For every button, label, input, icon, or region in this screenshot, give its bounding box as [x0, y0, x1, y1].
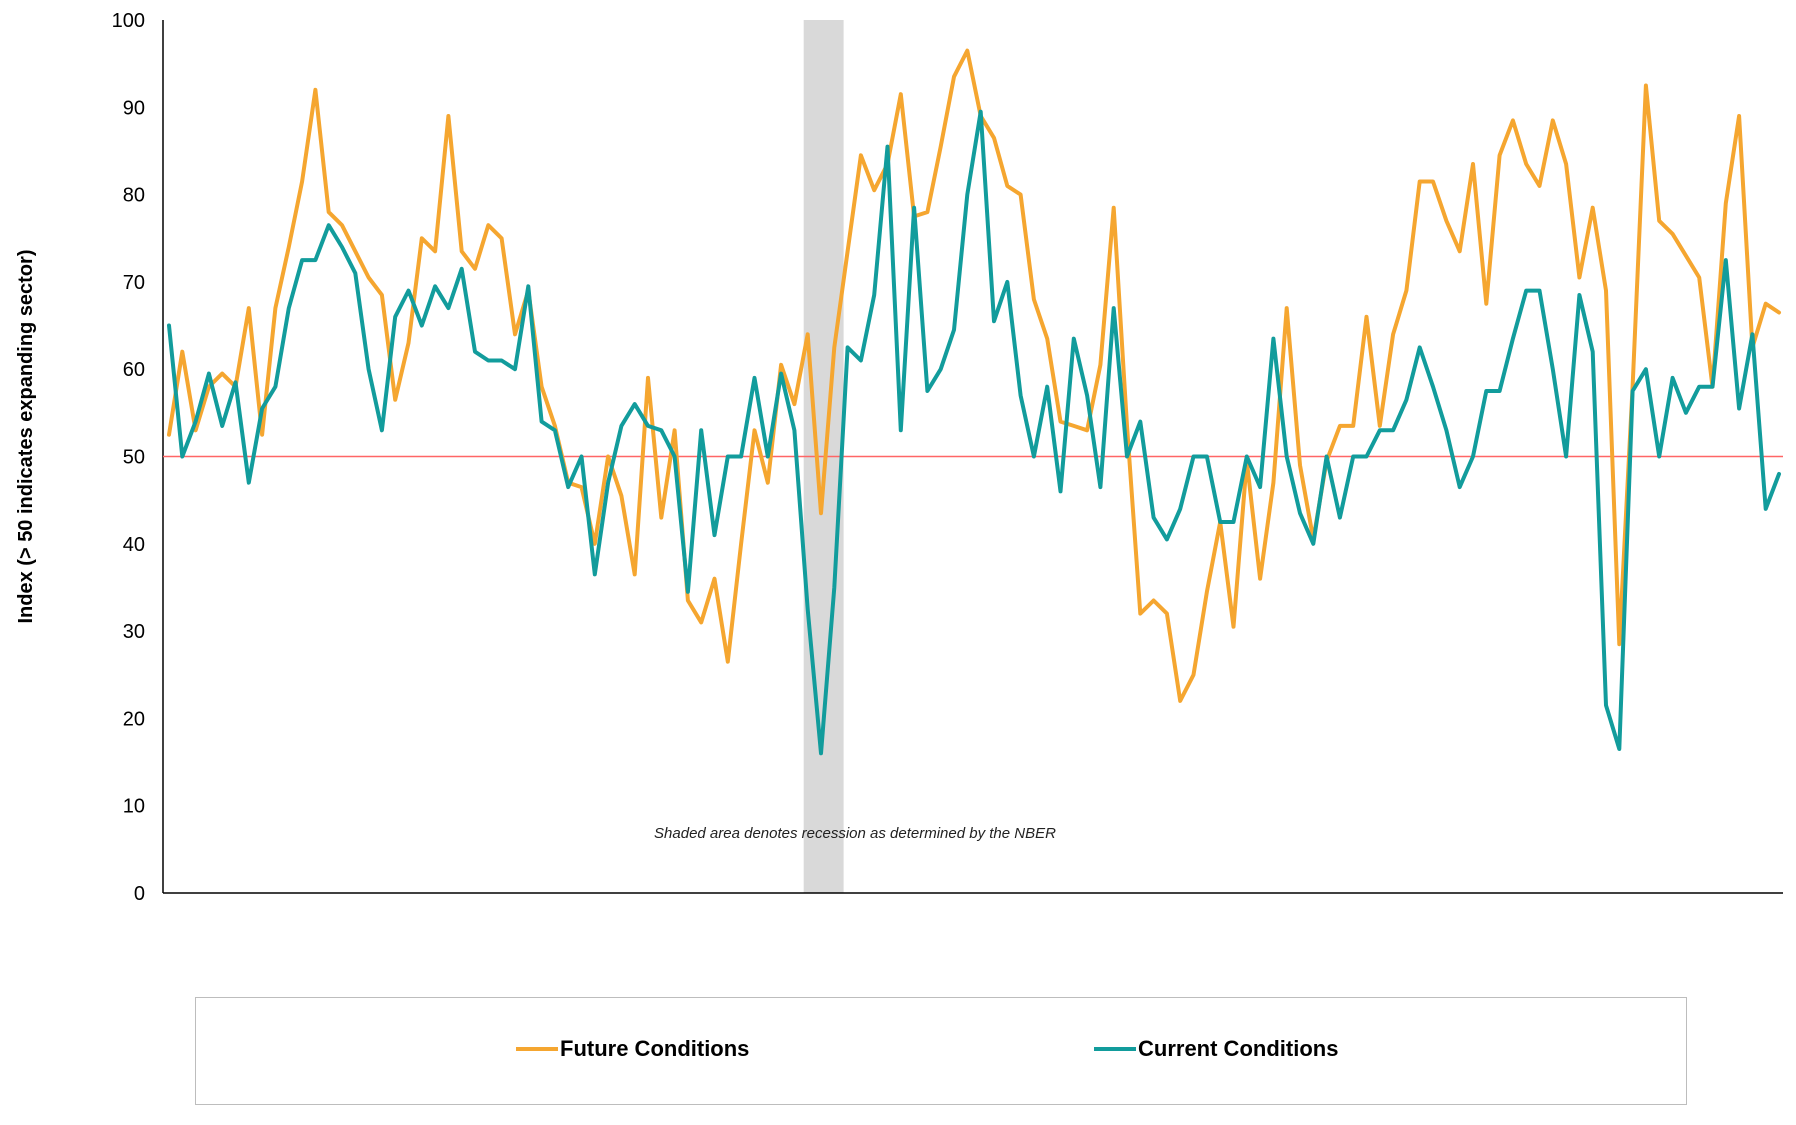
- y-axis-title: Index (> 50 indicates expanding sector): [15, 249, 37, 623]
- y-tick-label: 20: [123, 708, 145, 730]
- legend: Future Conditions Current Conditions: [195, 997, 1687, 1105]
- series-line-future-conditions: [167, 48, 1781, 703]
- legend-item-future-conditions: Future Conditions: [516, 1036, 749, 1062]
- y-tick-label: 60: [123, 359, 145, 381]
- series-line-current-conditions: [167, 109, 1781, 756]
- chart: 0 10 20 30 40 50 60 70 80 90 100 Shaded area denot…: [15, 10, 1783, 905]
- y-tick-label: 40: [123, 534, 145, 556]
- series-layer: [167, 48, 1781, 756]
- y-tick-label: 10: [123, 796, 145, 818]
- y-tick-label: 70: [123, 272, 145, 294]
- legend-item-current-conditions: Current Conditions: [1094, 1036, 1338, 1062]
- y-tick-label: 100: [112, 10, 145, 32]
- y-tick-label: 80: [123, 185, 145, 207]
- y-tick-labels: 0 10 20 30 40 50 60 70 80 90 100: [112, 10, 145, 905]
- legend-label-current-conditions: Current Conditions: [1138, 1036, 1339, 1061]
- recession-annotation: Shaded area denotes recession as determi…: [654, 825, 1056, 842]
- legend-label-future-conditions: Future Conditions: [560, 1036, 750, 1061]
- legend-swatch-future-conditions: [516, 1047, 558, 1051]
- y-tick-label: 90: [123, 97, 145, 119]
- y-tick-label: 0: [134, 883, 145, 905]
- legend-swatch-current-conditions: [1094, 1047, 1136, 1051]
- y-tick-label: 50: [123, 447, 145, 469]
- y-tick-label: 30: [123, 621, 145, 643]
